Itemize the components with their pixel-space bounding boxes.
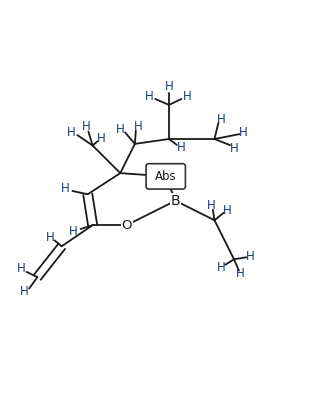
Text: H: H (207, 199, 215, 212)
Text: H: H (145, 90, 154, 103)
Text: H: H (217, 261, 225, 274)
Text: H: H (165, 81, 173, 94)
Text: H: H (17, 263, 25, 275)
Text: H: H (236, 267, 245, 280)
Text: H: H (240, 126, 248, 139)
Text: H: H (116, 123, 124, 136)
Text: H: H (223, 204, 232, 217)
FancyBboxPatch shape (146, 164, 185, 189)
Text: H: H (46, 231, 55, 244)
Text: O: O (122, 218, 132, 231)
Text: H: H (183, 90, 191, 103)
Text: Abs: Abs (155, 170, 176, 183)
Text: H: H (134, 120, 142, 132)
Text: H: H (82, 120, 90, 132)
Text: H: H (67, 126, 76, 139)
Text: H: H (230, 142, 238, 155)
Text: H: H (97, 132, 105, 145)
Text: H: H (246, 250, 254, 263)
Text: H: H (177, 141, 186, 154)
Text: H: H (20, 285, 29, 298)
Text: B: B (171, 194, 180, 208)
Text: H: H (61, 182, 69, 195)
Text: H: H (217, 113, 225, 126)
Text: H: H (69, 225, 77, 238)
